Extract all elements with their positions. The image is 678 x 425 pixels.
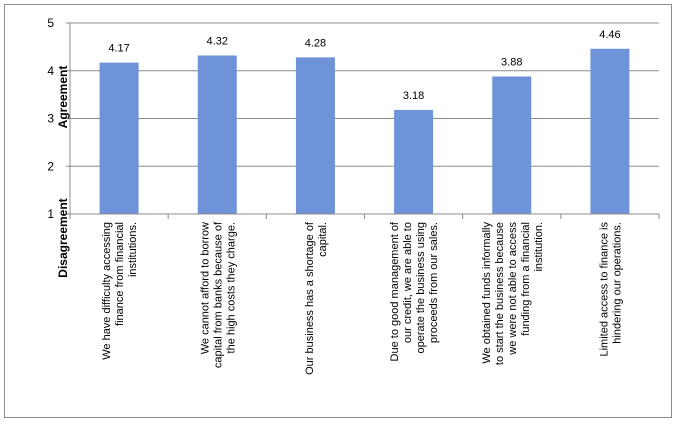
bar: [590, 48, 630, 214]
x-category-label: Our business has a shortage ofcapital.: [304, 221, 329, 375]
y-tick-label: 1: [47, 207, 54, 221]
y-tick-label: 4: [47, 64, 54, 78]
bar: [99, 62, 139, 214]
y-tick-label: 5: [47, 16, 54, 30]
category-label-line: capital.: [317, 222, 329, 257]
category-label-line: hindering our operations.: [611, 222, 623, 344]
data-label: 3.18: [403, 90, 424, 102]
y-tick-label: 3: [47, 112, 54, 126]
category-label-line: to start the business because: [494, 222, 506, 365]
y-axis-title-top: Agreement: [56, 66, 70, 129]
category-label-line: We have difficulty accessing: [101, 222, 113, 360]
x-category-label: We have difficulty accessingfinance from…: [101, 222, 139, 360]
category-label-line: funding from a financial: [520, 222, 532, 336]
bar: [295, 57, 335, 214]
bar: [394, 109, 434, 214]
category-label-line: We cannot afford to borrow: [199, 222, 211, 354]
x-category-label: Due to good management ofour credit, we …: [389, 221, 440, 361]
y-tick-label: 2: [47, 159, 54, 173]
category-label-line: Due to good management of: [389, 221, 401, 361]
data-label: 4.28: [305, 37, 326, 49]
category-label-line: We obtained funds informally: [481, 222, 493, 364]
bar-chart: 4.17 4.32 4.28 3.18 3.88 4.46 1 2 3 4 5 We have d…: [47, 16, 660, 375]
data-label: 3.88: [501, 56, 522, 68]
chart-frame: 4.17 4.32 4.28 3.18 3.88 4.46 1 2 3 4 5 We have d…: [4, 4, 672, 418]
category-label-line: institutions.: [127, 222, 139, 277]
axes: 1 2 3 4 5: [47, 16, 660, 221]
data-label: 4.17: [108, 43, 129, 55]
bar: [197, 55, 237, 214]
data-labels: 4.17 4.32 4.28 3.18 3.88 4.46: [108, 29, 620, 102]
category-label-line: Limited access to finance is: [598, 222, 610, 357]
category-label-line: we were not able to access: [507, 222, 519, 356]
category-labels: We have difficulty accessingfinance from…: [101, 221, 623, 375]
x-category-label: Limited access to finance ishindering ou…: [598, 222, 623, 357]
data-label: 4.46: [599, 29, 620, 41]
category-label-line: operate the business using: [415, 222, 427, 353]
category-label-line: capital from banks because of: [212, 221, 224, 368]
category-label-line: proceeds from our sales.: [428, 222, 440, 343]
category-label-line: our credit, we are able to: [402, 222, 414, 343]
category-label-line: Our business has a shortage of: [304, 221, 316, 375]
category-label-line: the high costs they charge.: [225, 222, 237, 353]
gridlines: [70, 22, 659, 167]
bars: [99, 48, 630, 214]
x-category-label: We obtained funds informallyto start the…: [481, 222, 545, 366]
data-label: 4.32: [207, 35, 228, 47]
y-axis-title-bottom: Disagreement: [56, 198, 70, 277]
category-label-line: institution.: [533, 222, 545, 272]
bar: [492, 76, 532, 214]
x-category-label: We cannot afford to borrowcapital from b…: [199, 221, 237, 368]
category-label-line: finance from financial: [114, 222, 126, 326]
